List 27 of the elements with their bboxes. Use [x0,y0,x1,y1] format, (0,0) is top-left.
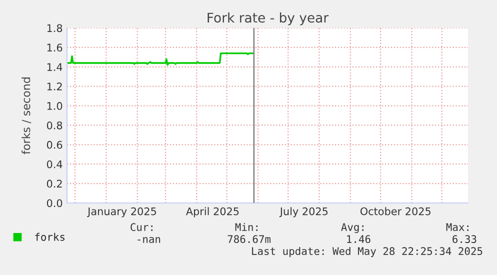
y-tick-label: 0.6 [46,140,62,149]
x-tick-label: October 2025 [360,207,430,216]
y-tick-label: 0.2 [46,180,62,188]
text: Max: [446,223,468,232]
y-tick-label: 1.2 [47,82,62,90]
text: Min: [235,222,258,231]
y-tick-label: 1.8 [47,24,62,32]
y-tick-label: 0.0 [46,199,62,208]
y-tick-label: 0.8 [46,121,62,130]
y-tick-label: 1.4 [47,63,62,71]
x-tick-label: April 2025 [186,207,239,218]
y-tick-label: 1.6 [47,44,62,52]
y-axis-title: forks / second [22,78,32,154]
x-tick-label: January 2025 [87,207,156,218]
text: 786.67m [228,235,271,244]
chart-title: Fork rate - by year [208,12,329,26]
y-tick-label: 0.4 [46,160,62,168]
legend-label: forks [35,232,64,241]
x-tick-label: July 2025 [279,207,328,218]
text: 6.33 [452,235,476,244]
line-series [67,52,254,66]
text: -nan [138,237,160,244]
y-tick-label: 1.0 [47,102,62,110]
text: 1.46 [347,235,370,244]
text: Avg: [341,223,364,234]
text: Last update: Wed May 28 22:25:34 2025 [252,246,482,258]
text: Cur: [130,223,152,232]
